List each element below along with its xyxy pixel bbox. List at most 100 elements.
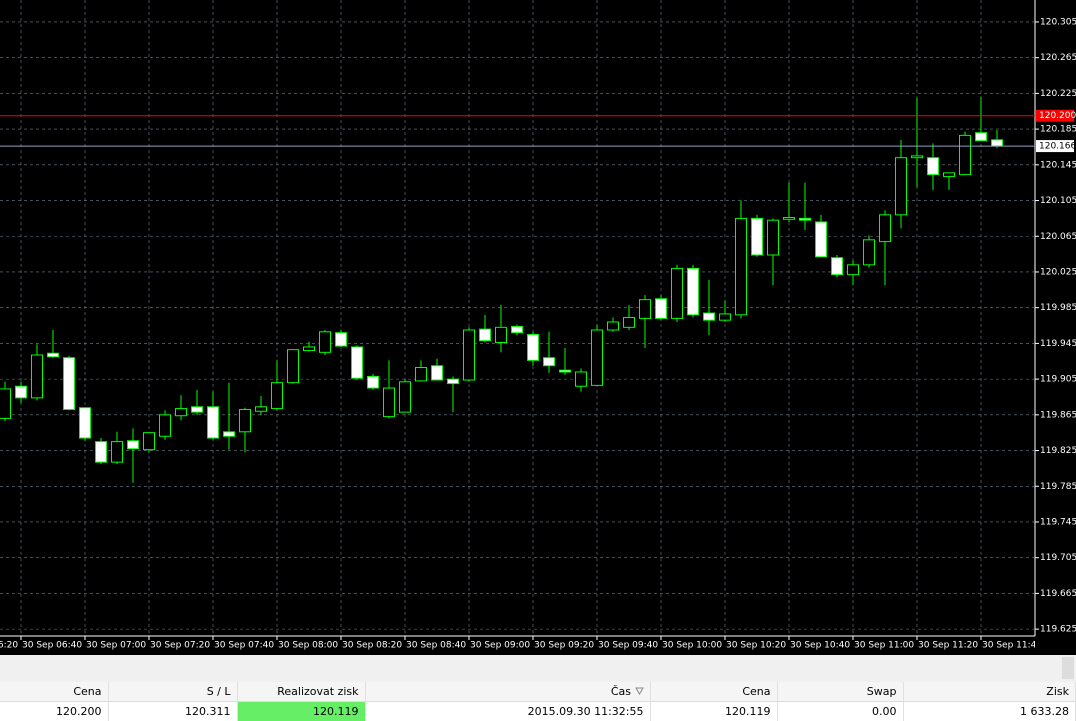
price-tag-label: 120.166 — [1039, 142, 1076, 152]
cell: 2015.09.30 11:32:55 — [365, 701, 651, 721]
y-tick-label: 119.905 — [1040, 375, 1076, 385]
y-tick-label: 120.065 — [1040, 232, 1076, 242]
x-tick-label: 30 Sep 10:20 — [726, 641, 786, 651]
scroll[interactable] — [1062, 657, 1074, 679]
y-tick-label: 119.865 — [1040, 410, 1076, 420]
header[interactable]: Realizovat zisk — [237, 682, 366, 702]
candle-body — [319, 331, 331, 353]
header-row: Cena S / L Realizovat zisk Čas Cena Swap… — [0, 682, 1076, 702]
y-tick-label: 120.185 — [1040, 125, 1076, 135]
candle-body — [111, 441, 123, 463]
y-tick-label: 120.145 — [1040, 160, 1076, 170]
candle-body — [495, 326, 507, 344]
x-tick-label: 30 Sep 11:20 — [918, 641, 978, 651]
y-tick-label: 120.025 — [1040, 267, 1076, 277]
candle-body — [639, 299, 651, 319]
cell: 1 633.28 — [903, 701, 1076, 721]
candle-body — [591, 329, 603, 386]
candle-body — [911, 155, 923, 159]
candle-body — [399, 381, 411, 413]
candle-body — [431, 365, 443, 381]
candle-body — [703, 312, 715, 321]
header[interactable]: Cena — [650, 682, 778, 702]
candle-body — [223, 431, 235, 437]
y-tick-label: 120.225 — [1040, 89, 1076, 99]
header[interactable]: Swap — [777, 682, 904, 702]
candle-body — [783, 217, 795, 220]
x-tick-label: 30 Sep 08:20 — [342, 641, 402, 651]
candle-body — [31, 354, 43, 399]
candle-body — [527, 333, 539, 361]
candle-body — [991, 139, 1003, 147]
candle-body — [543, 357, 555, 367]
header[interactable]: Zisk — [903, 682, 1076, 702]
y-tick-label: 120.105 — [1040, 196, 1076, 206]
y-tick-label: 119.785 — [1040, 482, 1076, 492]
plot: 30 Sep 06:20 30 Sep 06:40 30 Sep 07:00 30 S… — [0, 0, 1035, 651]
candle-body — [383, 387, 395, 418]
trade-table: Cena S / L Realizovat zisk Čas Cena Swap… — [0, 682, 1076, 721]
candle-body — [655, 298, 667, 319]
candle-body — [415, 367, 427, 382]
x-tick-label: 30 Sep 07:20 — [150, 641, 210, 651]
price-tag — [1036, 109, 1074, 122]
header[interactable]: Čas — [365, 682, 651, 702]
candle-body — [143, 432, 155, 451]
candle-body — [127, 440, 139, 450]
candle-body — [559, 369, 571, 373]
candle-body — [623, 317, 635, 328]
candle-body — [463, 329, 475, 381]
chart: 30 Sep 06:20 30 Sep 06:40 30 Sep 07:00 30 S… — [0, 0, 1076, 682]
candle-body — [511, 325, 523, 334]
header[interactable]: S / L — [108, 682, 238, 702]
candle-body — [95, 441, 107, 463]
candle-body — [175, 408, 187, 417]
x-tick-label: 30 Sep 07:40 — [214, 641, 274, 651]
y-tick-label: 119.665 — [1040, 589, 1076, 599]
header[interactable]: Cena — [0, 682, 109, 702]
y-tick-label: 119.705 — [1040, 553, 1076, 563]
x-tick-label: 30 Sep 09:00 — [470, 641, 530, 651]
candle-body — [879, 214, 891, 243]
candle-body — [479, 328, 491, 342]
panel-divider — [0, 655, 1076, 682]
candle-body — [367, 375, 379, 389]
x-tick-label: 30 Sep 08:00 — [278, 641, 338, 651]
y-tick-label: 120.265 — [1040, 53, 1076, 63]
candle-body — [351, 346, 363, 379]
candle-body — [943, 172, 955, 177]
y-tick-label: 119.825 — [1040, 446, 1076, 456]
candle-body — [15, 385, 27, 399]
cell: 0.00 — [777, 701, 904, 721]
candle-body — [335, 332, 347, 347]
candle-body — [815, 221, 827, 258]
candle-body — [959, 134, 971, 176]
candle-body — [303, 346, 315, 352]
candle-body — [687, 267, 699, 316]
y-tick-label: 119.985 — [1040, 303, 1076, 313]
price-tag-label: 120.200 — [1039, 111, 1076, 121]
x-tick-label: 30 Sep 10:00 — [662, 641, 722, 651]
x-tick-label: 30 Sep 09:40 — [598, 641, 658, 651]
candle-body — [735, 217, 747, 316]
cell: 120.311 — [108, 701, 238, 721]
sort-icon — [634, 687, 644, 695]
trade-row[interactable]: 120.200 120.311 120.119 2015.09.30 11:32… — [0, 701, 1076, 721]
cell: 120.119 — [650, 701, 778, 721]
chart-bg — [0, 0, 1076, 655]
candle-body — [255, 406, 267, 412]
candle-body — [607, 321, 619, 331]
candle-body — [239, 408, 251, 433]
candle-body — [47, 352, 59, 358]
y-tick-label: 119.745 — [1040, 517, 1076, 527]
x-tick-label: 30 Sep 11:00 — [854, 641, 914, 651]
y-tick-label: 120.305 — [1040, 17, 1076, 27]
x-tick-label: 30 Sep 06:20 — [0, 641, 18, 651]
candle-body — [447, 378, 459, 385]
candle-body — [575, 371, 587, 387]
candle-body — [751, 217, 763, 256]
candle-body — [927, 157, 939, 176]
candle-body — [975, 132, 987, 142]
candle-body — [863, 239, 875, 266]
